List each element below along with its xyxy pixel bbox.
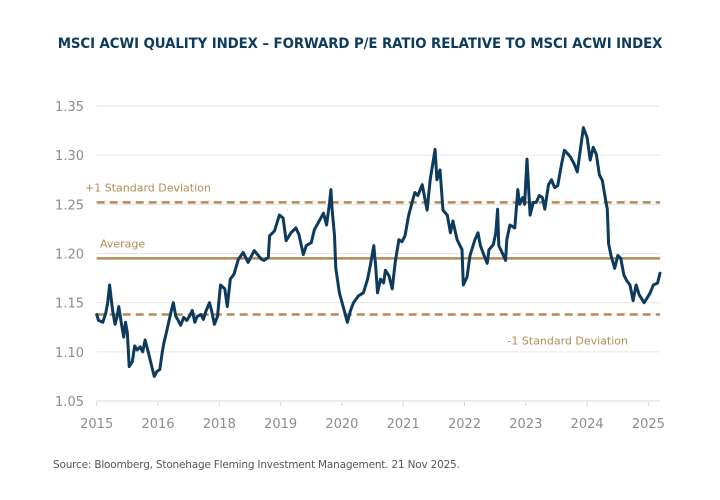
source-note: Source: Bloomberg, Stonehage Fleming Inv…	[53, 459, 460, 471]
x-tick-label: 2023	[509, 417, 542, 432]
chart-title: MSCI ACWI QUALITY INDEX – FORWARD P/E RA…	[57, 36, 663, 52]
x-tick-label: 2025	[632, 417, 665, 432]
reference-label: Average	[100, 237, 145, 250]
y-tick-label: 1.10	[55, 346, 84, 361]
series-line	[95, 126, 662, 378]
x-tick-label: 2018	[203, 417, 236, 432]
y-tick-label: 1.35	[55, 100, 84, 115]
x-tick-label: 2021	[387, 417, 420, 432]
x-tick-label: 2016	[141, 417, 174, 432]
x-tick-label: 2015	[80, 417, 113, 432]
reference-lines: +1 Standard Deviation Average -1 Standard …	[85, 181, 660, 347]
grid-lines	[96, 105, 660, 402]
y-axis-ticks: 1.35 1.30 1.25 1.20 1.15 1.10 1.05	[55, 100, 84, 410]
y-tick-label: 1.05	[55, 395, 84, 410]
y-tick-label: 1.30	[55, 149, 84, 164]
x-tick-label: 2024	[571, 417, 604, 432]
x-axis: 2015 2016 2018 2019 2020 2021 2022 2023 2024 2025	[80, 400, 665, 432]
reference-label: -1 Standard Deviation	[507, 334, 628, 347]
series-group	[95, 126, 662, 378]
reference-label: +1 Standard Deviation	[85, 181, 211, 194]
x-tick-label: 2019	[264, 417, 297, 432]
y-tick-label: 1.20	[55, 248, 84, 263]
y-tick-label: 1.25	[55, 198, 84, 213]
x-tick-label: 2022	[448, 417, 481, 432]
y-tick-label: 1.15	[55, 297, 84, 312]
x-tick-label: 2020	[325, 417, 358, 432]
